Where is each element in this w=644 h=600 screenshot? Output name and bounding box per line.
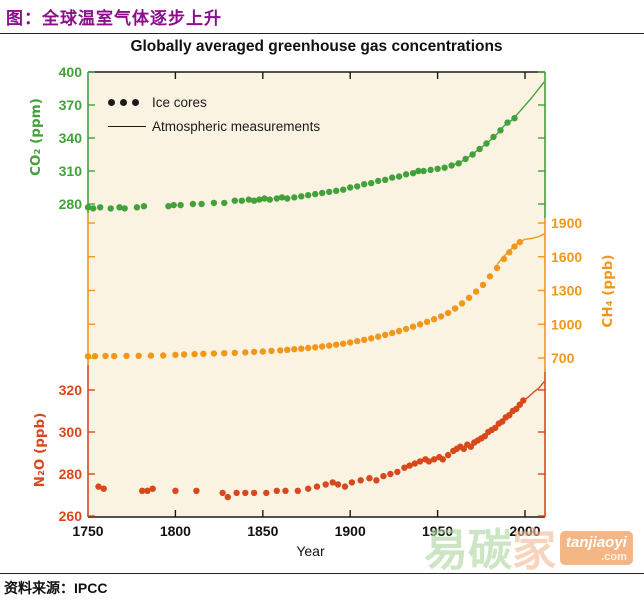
n2o-tick-label: 280 (59, 466, 83, 482)
ch4-tick-label: 1600 (551, 249, 582, 265)
co2-tick-label: 280 (59, 196, 83, 212)
watermark-char: 碳 (468, 525, 512, 576)
x-tick-label: 1750 (72, 523, 103, 539)
watermark-site-name: tanjiaoyi (566, 534, 627, 551)
watermark-domain: .com (601, 551, 627, 563)
x-axis: 1750 1800 1850 1900 1950 2000 (72, 72, 541, 539)
x-tick-label: 1900 (335, 523, 366, 539)
co2-axis-label: CO₂ (ppm) (28, 98, 44, 176)
x-tick-label: 1950 (422, 523, 453, 539)
figure-header-title: 图：全球温室气体逐步上升 (6, 9, 222, 29)
ch4-tick-label: 700 (551, 350, 575, 366)
series-ch4: 700 1000 1300 1600 1900 (84, 215, 582, 366)
legend-label: Atmospheric measurements (152, 118, 321, 134)
header-divider (0, 33, 644, 34)
legend-item-ice-cores: Ice cores (108, 90, 320, 114)
x-tick-label: 2000 (509, 523, 540, 539)
series-n2o: 260 280 300 320 (59, 381, 545, 524)
atmospheric-marker-icon (108, 125, 146, 127)
n2o-axis-label: N₂O (ppb) (32, 412, 48, 488)
watermark-logo-box: tanjiaoyi .com (560, 531, 633, 565)
series-co2: 280 310 340 370 400 (59, 64, 545, 212)
ch4-tick-label: 1000 (551, 316, 582, 332)
n2o-tick-label: 300 (59, 424, 83, 440)
ch4-tick-label: 1900 (551, 215, 582, 231)
n2o-tick-label: 260 (59, 508, 83, 524)
chart-title: Globally averaged greenhouse gas concent… (130, 38, 503, 55)
watermark-char: 易 (424, 525, 468, 576)
watermark-char: 家 (512, 525, 556, 576)
source-divider (0, 573, 644, 574)
co2-tick-label: 310 (59, 163, 83, 179)
co2-tick-label: 400 (59, 64, 83, 80)
watermark: 易 碳 家 tanjiaoyi .com (424, 527, 633, 575)
co2-atmospheric-line (451, 81, 545, 167)
source-value: IPCC (74, 580, 108, 596)
legend-label: Ice cores (152, 94, 207, 110)
legend-item-atmospheric: Atmospheric measurements (108, 114, 320, 138)
ch4-axis-label: CH₄ (ppb) (600, 254, 616, 328)
chart-legend: Ice cores Atmospheric measurements (108, 90, 320, 138)
x-tick-label: 1800 (160, 523, 191, 539)
x-axis-title: Year (296, 543, 325, 559)
source-label: 资料来源： (4, 581, 74, 597)
ice-cores-marker-icon (108, 98, 152, 106)
x-tick-label: 1850 (247, 523, 278, 539)
source-note: 资料来源：IPCC (4, 578, 107, 598)
ch4-tick-label: 1300 (551, 283, 582, 299)
co2-tick-label: 340 (59, 130, 83, 146)
co2-tick-label: 370 (59, 97, 83, 113)
n2o-tick-label: 320 (59, 382, 83, 398)
